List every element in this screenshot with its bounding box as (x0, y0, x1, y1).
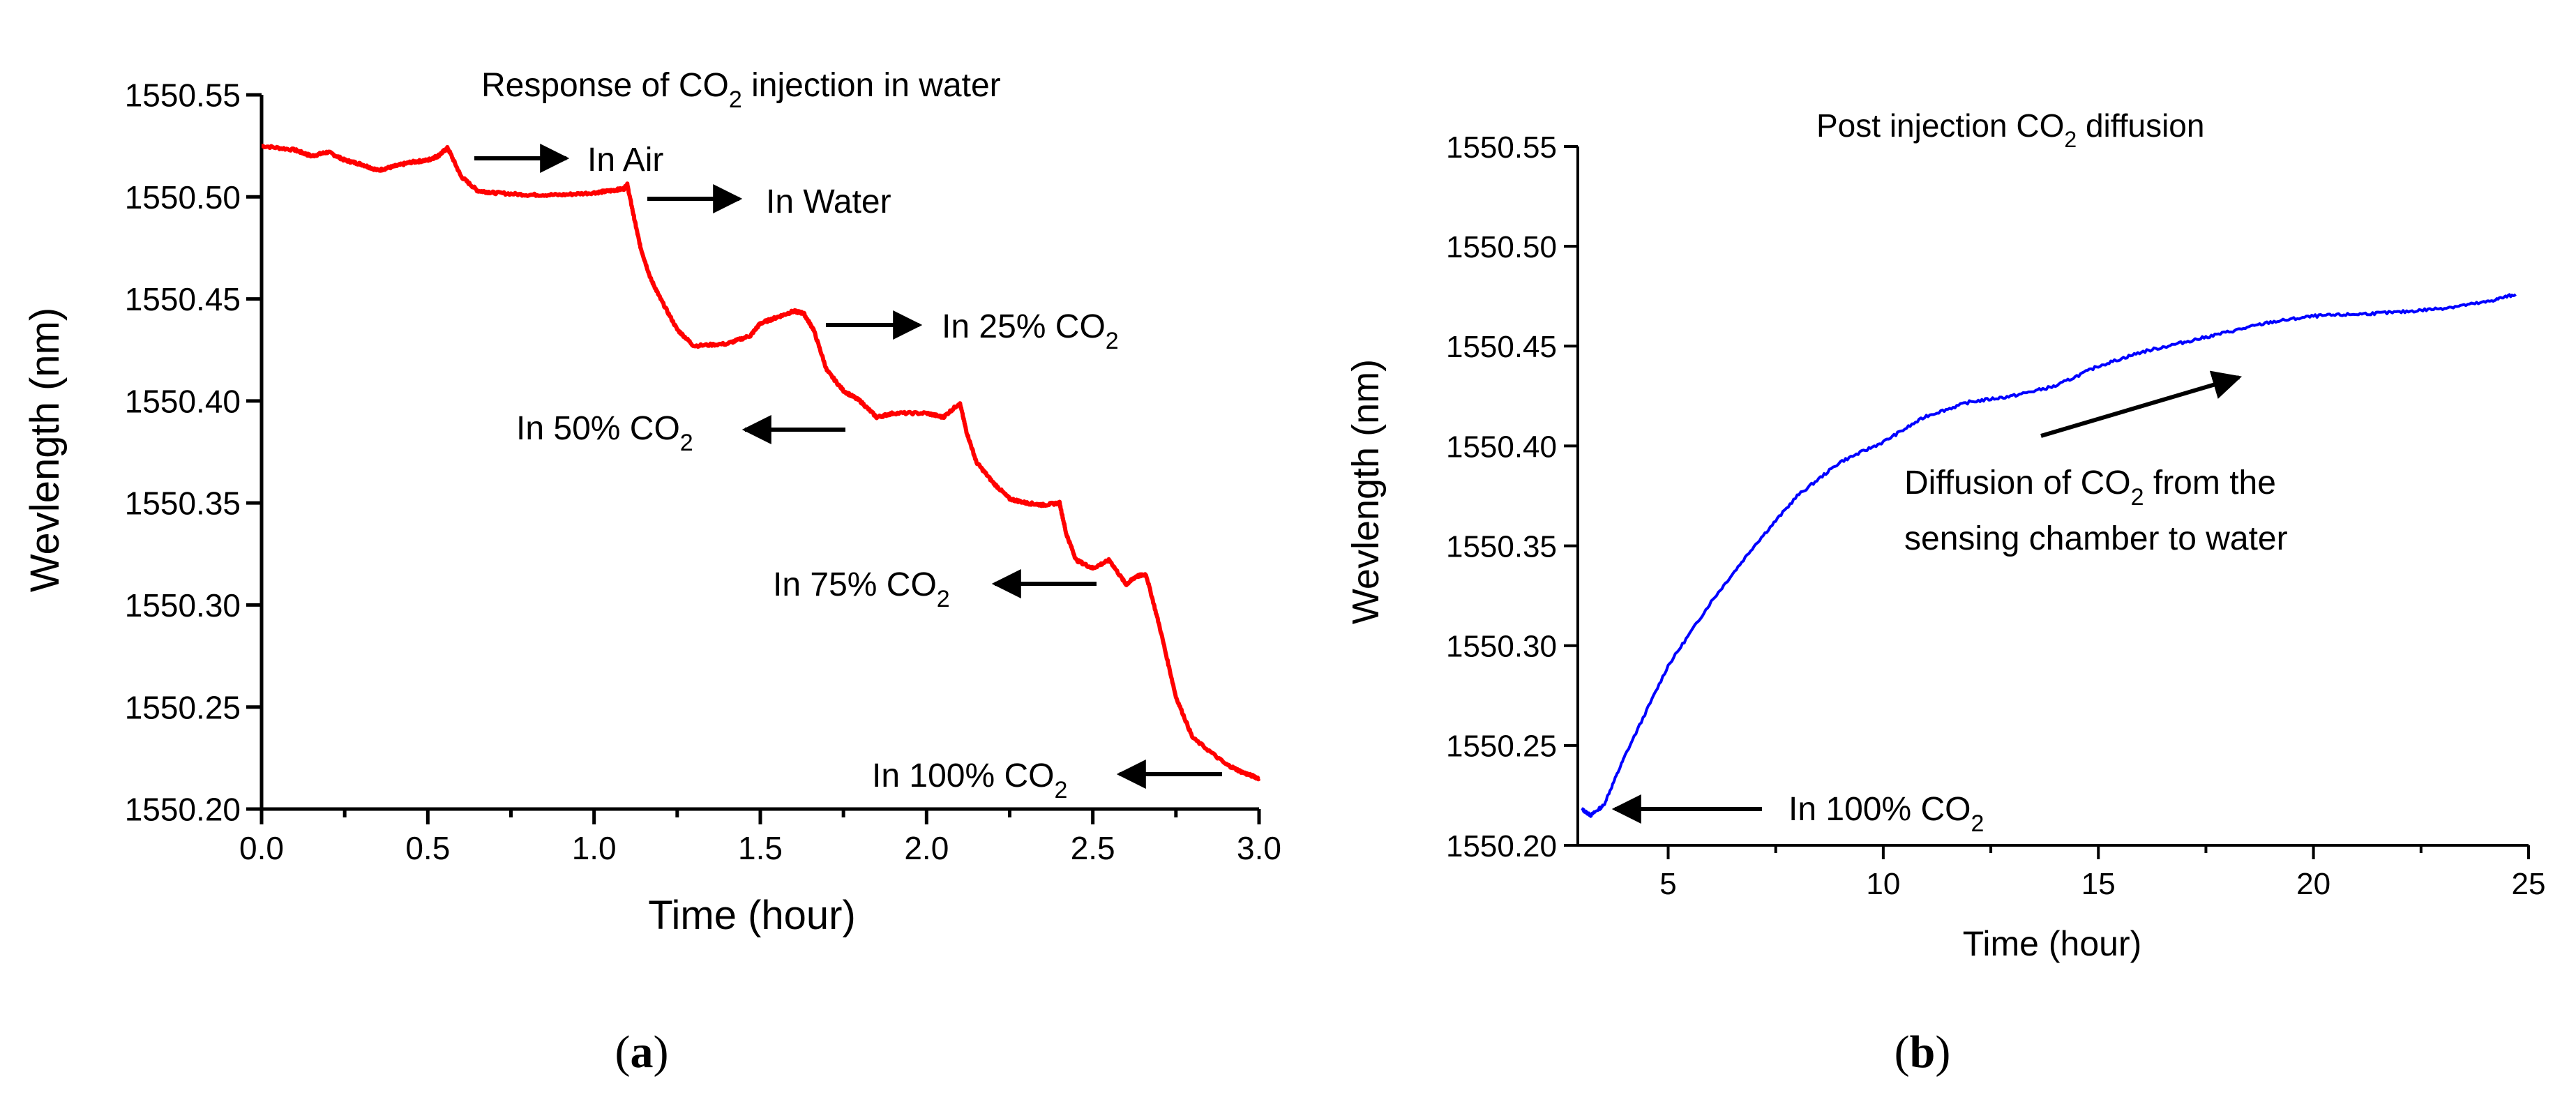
series-line (261, 144, 1261, 782)
y-tick-label: 1550.50 (1446, 230, 1557, 264)
panel-a-title-part: Response of CO (481, 67, 729, 104)
x-tick-label: 2.5 (1071, 830, 1115, 866)
annotation-arrow (2040, 370, 2243, 438)
annotation-label-subscript: 2 (937, 586, 950, 612)
panel-a-series (261, 144, 1261, 782)
panel-a-y-axis-label: Wevlength (nm) (22, 308, 68, 592)
panel-b-x-axis-label: Time (hour) (1963, 924, 2142, 963)
annotation-label-part: In 100% CO (872, 757, 1054, 794)
panel-a-y-ticks: 1550.20 1550.25 1550.30 1550.35 1550.40 1550.… (125, 77, 262, 828)
annotation-label-part: sensing chamber to water (1904, 520, 2288, 557)
x-tick-label: 1.0 (572, 830, 617, 866)
annotation-label-subscript: 2 (680, 430, 693, 456)
series-line (1581, 293, 2517, 818)
panel-a-title: Response of CO2 injection in water (481, 67, 1001, 113)
y-tick-label: 1550.35 (125, 485, 241, 522)
annotation-label-part: from the (2144, 465, 2276, 501)
annotation-label: In Air (587, 142, 663, 179)
caption-part: ( (615, 1027, 631, 1078)
panel-a-caption: (a) (615, 1027, 669, 1078)
y-tick-label: 1550.20 (1446, 829, 1557, 863)
caption-part: ) (654, 1027, 669, 1078)
panel-b: 1550.20 1550.25 1550.30 1550.35 1550.40 1550.… (1345, 107, 2545, 1078)
annotation-label: In 50% CO2 (516, 410, 693, 456)
panel-b-series (1581, 293, 2517, 818)
annotation-label: In 100% CO2 (1788, 791, 1984, 837)
annotation-label-subscript: 2 (1054, 777, 1067, 803)
y-tick-label: 1550.25 (1446, 730, 1557, 764)
x-tick-label: 25 (2512, 867, 2546, 901)
annotation-label-part: In Air (587, 142, 663, 179)
annotation-label: In 25% CO2 (942, 308, 1119, 354)
x-tick-label: 1.5 (738, 830, 783, 866)
x-tick-label: 10 (1866, 867, 1900, 901)
annotation-label-part: Diffusion of CO (1904, 465, 2131, 501)
panel-a-title-subscript: 2 (729, 86, 742, 113)
caption-letter: a (631, 1027, 654, 1078)
y-tick-label: 1550.25 (125, 689, 241, 725)
annotation-diffusion: Diffusion of CO2 from the sensing chambe… (1904, 370, 2288, 557)
y-tick-label: 1550.40 (125, 383, 241, 419)
panel-b-y-ticks: 1550.20 1550.25 1550.30 1550.35 1550.40 1550.… (1446, 130, 1578, 863)
caption-part: ( (1895, 1027, 1910, 1078)
annotation-label-part: In Water (766, 183, 891, 220)
y-tick-label: 1550.45 (125, 281, 241, 317)
annotation-label: In Water (766, 183, 891, 220)
y-tick-label: 1550.55 (125, 77, 241, 114)
y-tick-label: 1550.30 (1446, 630, 1557, 664)
panel-b-caption: (b) (1895, 1027, 1951, 1078)
annotation-in-100-co2: In 100% CO2 (872, 757, 1222, 803)
panel-b-title-subscript: 2 (2064, 127, 2077, 152)
caption-letter: b (1910, 1027, 1936, 1078)
y-tick-label: 1550.55 (1446, 130, 1557, 165)
y-tick-label: 1550.40 (1446, 430, 1557, 464)
annotation-label-part: In 50% CO (516, 410, 680, 447)
panel-b-x-ticks: 5 10 15 20 25 (1659, 845, 2545, 901)
x-tick-label: 15 (2081, 867, 2116, 901)
annotation-label: Diffusion of CO2 from the (1904, 465, 2276, 511)
panel-a-x-axis-label: Time (hour) (648, 893, 856, 938)
x-tick-label: 3.0 (1237, 830, 1281, 866)
annotation-in-25-co2: In 25% CO2 (826, 308, 1119, 354)
panel-b-y-axis-label: Wevlength (nm) (1345, 359, 1387, 624)
y-tick-label: 1550.20 (125, 792, 241, 828)
annotation-label-part: In 100% CO (1788, 791, 1971, 828)
annotation-label: In 75% CO2 (773, 566, 950, 612)
y-tick-label: 1550.45 (1446, 330, 1557, 364)
x-tick-label: 20 (2296, 867, 2330, 901)
panel-a-x-ticks: 0.0 0.5 1.0 1.5 2.0 2.5 3.0 (239, 809, 1281, 866)
annotation-in-75-co2: In 75% CO2 (773, 566, 1097, 612)
y-tick-label: 1550.30 (125, 587, 241, 624)
annotation-label-subscript: 2 (1106, 328, 1119, 354)
caption-part: ) (1935, 1027, 1950, 1078)
annotation-label: In 100% CO2 (872, 757, 1067, 803)
annotation-in-50-co2: In 50% CO2 (516, 410, 845, 456)
annotation-in-air: In Air (474, 142, 663, 179)
annotation-label-subscript: 2 (2131, 484, 2144, 511)
panel-a: 1550.20 1550.25 1550.30 1550.35 1550.40 1550.… (22, 67, 1281, 1078)
annotation-in-100-co2-b: In 100% CO2 (1611, 791, 1984, 837)
x-tick-label: 2.0 (904, 830, 949, 866)
annotation-label-subscript: 2 (1971, 810, 1984, 837)
panel-b-title: Post injection CO2 diffusion (1816, 107, 2204, 152)
annotation-label: sensing chamber to water (1904, 520, 2288, 557)
y-tick-label: 1550.50 (125, 179, 241, 216)
panel-a-title-part: injection in water (742, 67, 1001, 104)
x-tick-label: 5 (1659, 867, 1676, 901)
panel-b-title-part: Post injection CO (1816, 107, 2064, 144)
annotation-label-part: In 25% CO (942, 308, 1106, 345)
x-tick-label: 0.5 (405, 830, 450, 866)
annotation-label-part: In 75% CO (773, 566, 937, 603)
panel-b-title-part: diffusion (2077, 107, 2204, 144)
annotation-in-water: In Water (647, 183, 891, 220)
y-tick-label: 1550.35 (1446, 529, 1557, 564)
x-tick-label: 0.0 (239, 830, 284, 866)
